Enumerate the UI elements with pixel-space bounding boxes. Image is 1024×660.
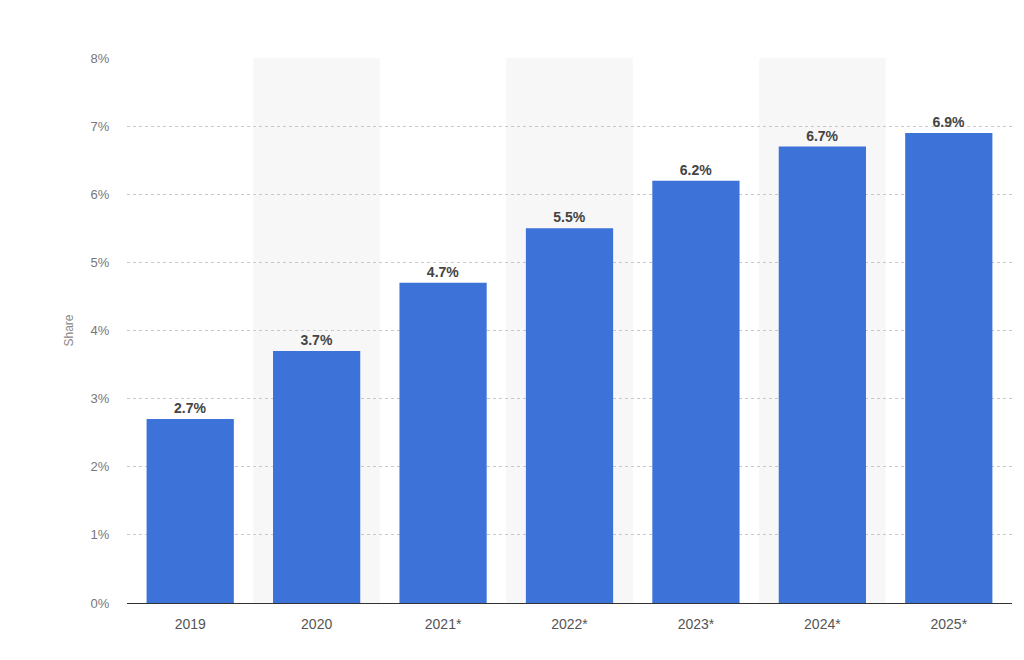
svg-text:1%: 1%: [91, 527, 110, 542]
svg-text:2022*: 2022*: [551, 616, 588, 632]
svg-text:5.5%: 5.5%: [553, 209, 585, 225]
svg-text:3.7%: 3.7%: [300, 332, 332, 348]
svg-text:Share: Share: [62, 314, 76, 346]
svg-text:2.7%: 2.7%: [174, 400, 206, 416]
svg-text:8%: 8%: [91, 51, 110, 66]
svg-text:7%: 7%: [91, 119, 110, 134]
svg-text:0%: 0%: [91, 596, 110, 611]
svg-text:2019: 2019: [175, 616, 206, 632]
svg-text:2020: 2020: [301, 616, 332, 632]
svg-text:2025*: 2025*: [930, 616, 967, 632]
svg-text:2024*: 2024*: [804, 616, 841, 632]
svg-text:2%: 2%: [91, 459, 110, 474]
svg-text:6%: 6%: [91, 187, 110, 202]
svg-text:6.7%: 6.7%: [806, 128, 838, 144]
svg-text:4.7%: 4.7%: [427, 264, 459, 280]
svg-text:6.9%: 6.9%: [933, 114, 965, 130]
svg-text:2023*: 2023*: [678, 616, 715, 632]
svg-text:3%: 3%: [91, 391, 110, 406]
svg-text:6.2%: 6.2%: [680, 162, 712, 178]
svg-text:5%: 5%: [91, 255, 110, 270]
svg-text:2021*: 2021*: [425, 616, 462, 632]
svg-text:4%: 4%: [91, 323, 110, 338]
